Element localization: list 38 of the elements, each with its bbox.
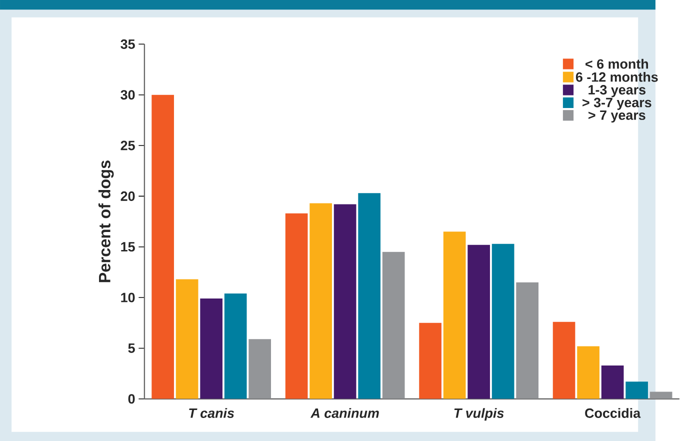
bar — [443, 231, 466, 399]
bar — [358, 192, 380, 399]
bar — [176, 279, 198, 399]
bar — [200, 298, 222, 399]
bar — [552, 322, 576, 399]
bar — [626, 381, 648, 399]
legend-label: 6 -12 months — [576, 72, 658, 82]
legend-label: > 3-7 years — [582, 98, 652, 110]
bar — [224, 293, 247, 399]
legend-label: > 7 years — [588, 110, 646, 122]
bar — [248, 338, 271, 399]
x-tick-label: A caninum — [310, 408, 379, 418]
y-tick-label: 15 — [121, 242, 135, 252]
y-tick-label: 0 — [128, 394, 135, 404]
y-tick-label: 10 — [121, 292, 135, 302]
bar — [334, 204, 356, 399]
bar — [577, 346, 600, 399]
bar — [419, 322, 442, 399]
y-tick-label: 20 — [120, 191, 135, 201]
bar — [492, 244, 514, 399]
y-tick-label: 35 — [120, 39, 135, 49]
x-tick-label: Coccidia — [585, 408, 641, 418]
bar — [152, 94, 174, 399]
y-tick-label: 5 — [128, 343, 135, 353]
bar — [650, 392, 672, 399]
y-tick-label: 30 — [120, 90, 135, 100]
y-tick-label: 25 — [120, 140, 135, 150]
bar — [468, 244, 490, 399]
y-axis-title: Percent of dogs — [98, 160, 114, 282]
bar — [285, 213, 308, 399]
legend-label: < 6 month — [586, 58, 648, 69]
bar — [310, 203, 332, 399]
x-tick-label: T vulpis — [454, 408, 504, 420]
bar — [601, 365, 624, 399]
bar — [516, 282, 538, 399]
x-tick-label: T canis — [189, 408, 234, 418]
bar — [382, 252, 405, 399]
legend-label: 1-3 years — [588, 84, 646, 97]
